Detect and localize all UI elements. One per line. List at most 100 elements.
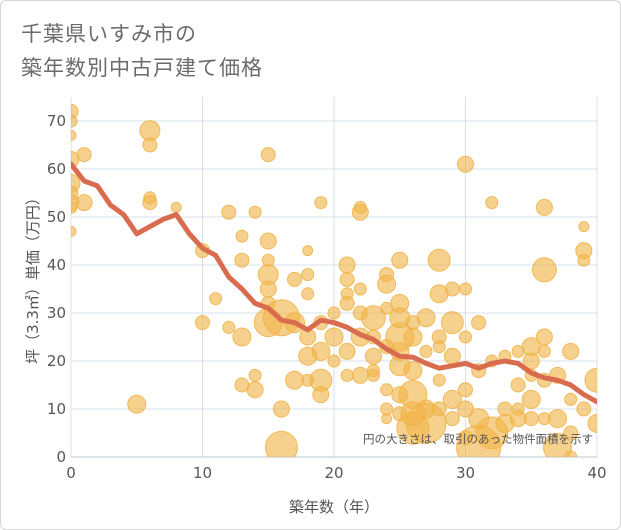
bubble-point (523, 411, 539, 427)
bubble-point (259, 232, 277, 250)
bubble-point (511, 402, 525, 416)
bubble-point (577, 253, 591, 267)
bubble-point (440, 311, 464, 335)
bubble-point (576, 401, 592, 417)
bubble-point (127, 394, 147, 414)
bubble-point (248, 368, 262, 382)
bubble-point (301, 287, 315, 301)
title-line-1: 千葉県いすみ市の (21, 22, 197, 46)
bubble-point (340, 287, 354, 301)
bubble-point (403, 327, 423, 347)
x-tick-label: 40 (587, 464, 606, 482)
bubble-point (71, 200, 78, 214)
x-tick-label: 10 (193, 464, 212, 482)
bubble-point (584, 367, 597, 393)
bubble-point (531, 257, 557, 283)
bubble-point (253, 308, 283, 338)
bubble-point (301, 373, 315, 387)
size-annotation: 円の大きさは、取引のあった物件面積を示す (363, 432, 593, 446)
bubble-point (71, 225, 77, 237)
bubble-point (442, 389, 462, 409)
y-tick-label: 20 (47, 352, 66, 370)
bubble-point (260, 147, 276, 163)
bubble-point (327, 306, 341, 320)
y-tick-label: 60 (47, 160, 66, 178)
bubble-point (457, 155, 474, 173)
bubble-point (264, 430, 298, 457)
bubble-point (340, 368, 354, 382)
bubble-point (209, 292, 223, 306)
bubble-point (390, 293, 410, 313)
bubble-point (587, 413, 597, 433)
bubble-point (71, 114, 78, 128)
bubble-point (338, 342, 356, 360)
bubble-point (143, 191, 157, 205)
bubble-point (381, 413, 393, 425)
y-tick-label: 40 (47, 256, 66, 274)
x-axis-ticks: 0 10 20 30 40 (66, 464, 606, 482)
bubble-point (392, 406, 408, 422)
bubble-point (272, 400, 290, 418)
bubble-point (432, 373, 446, 387)
bubble-point (142, 137, 158, 153)
y-tick-label: 70 (47, 112, 66, 130)
bubble-point (352, 305, 368, 321)
bubble-point (391, 386, 409, 404)
bubble-point (564, 450, 578, 457)
bubble-point (301, 268, 315, 282)
bubble-point (497, 401, 513, 417)
bubble-point (380, 383, 394, 397)
bubble-point (259, 280, 277, 298)
bubble-point (535, 198, 553, 216)
bubble-point (285, 370, 305, 390)
bubble-point (405, 315, 421, 331)
bubble-point (379, 267, 395, 283)
bubble-point (548, 409, 568, 429)
bubble-point (234, 377, 250, 393)
bubble-point (312, 386, 330, 404)
bubble-point (311, 341, 331, 361)
bubble-point (511, 344, 525, 358)
bubble-point (232, 327, 252, 347)
x-tick-label: 20 (324, 464, 343, 482)
bubble-point (419, 344, 433, 358)
bubble-point (535, 328, 553, 346)
bubble-point (380, 301, 394, 315)
x-tick-label: 30 (456, 464, 475, 482)
bubble-point (444, 281, 460, 297)
y-tick-label: 10 (47, 400, 66, 418)
bubble-point (459, 330, 472, 344)
bubble-point (246, 381, 264, 399)
bubble-point (457, 400, 474, 418)
y-tick-label: 0 (56, 448, 66, 466)
bubble-point (221, 204, 237, 220)
bubble-point (261, 253, 275, 267)
y-tick-label: 30 (47, 304, 66, 322)
bubble-point (510, 377, 526, 393)
bubble-point (537, 344, 551, 358)
x-tick-label: 0 (66, 464, 76, 482)
bubble-point (443, 347, 461, 365)
bubble-point (563, 425, 579, 441)
bubble-point (562, 342, 580, 360)
y-tick-label: 50 (47, 208, 66, 226)
bubble-point (351, 366, 369, 384)
y-axis-title: 坪（3.3㎡）単価（万円） (24, 190, 42, 364)
bubble-point (324, 327, 344, 347)
bubble-point (353, 200, 367, 214)
bubble-point (353, 282, 367, 296)
bubble-point (222, 320, 236, 334)
bubble-point (578, 221, 590, 233)
y-axis-ticks: 0 10 20 30 40 50 60 70 (47, 112, 66, 466)
bubble-point (339, 271, 355, 287)
bubble-point (364, 347, 382, 365)
bubble-point (76, 147, 92, 163)
bubble-point (71, 129, 77, 141)
bubble-point (444, 411, 460, 427)
bubble-point (403, 361, 423, 381)
bubble-point (458, 382, 473, 398)
bubble-point (521, 389, 541, 409)
x-axis-title: 築年数（年） (289, 498, 379, 516)
bubble-point (537, 412, 551, 426)
